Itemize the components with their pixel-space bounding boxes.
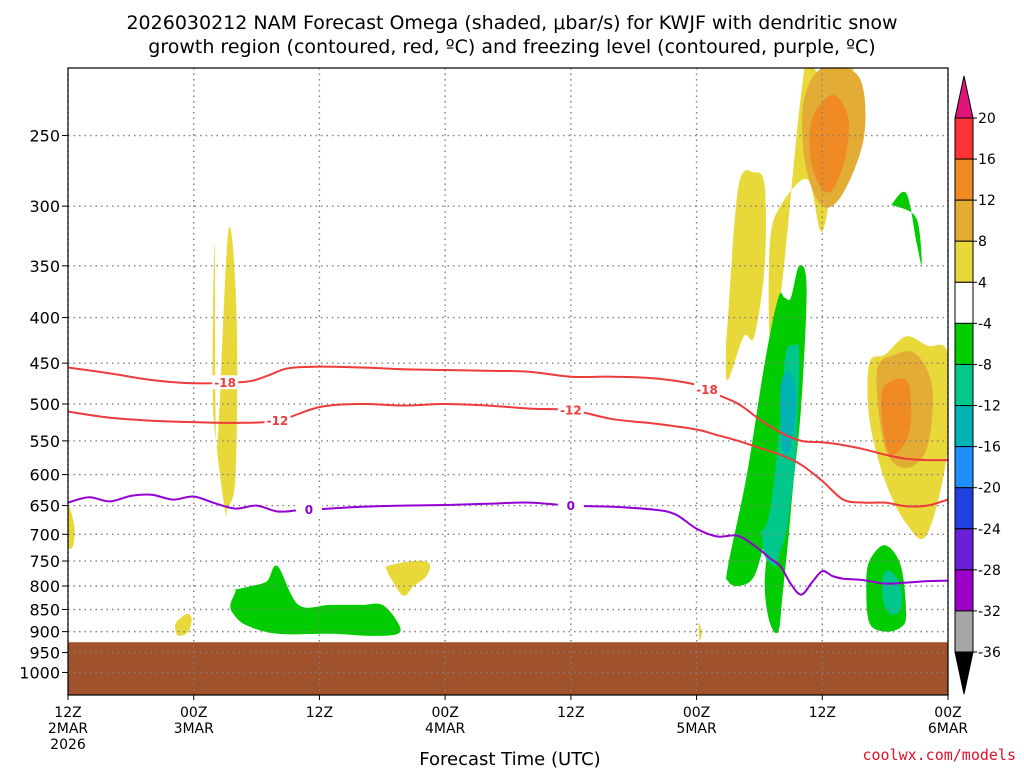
y-tick-label: 250 [29,127,60,146]
colorbar-label: 8 [978,234,987,250]
colorbar: 20 16 12 8 4 -4 -8 -12 -16 -20 -24 -28 -32 -36 [954,75,1001,695]
y-tick-label: 400 [29,309,60,328]
omega-region-5 [725,170,766,381]
colorbar-bin [954,363,974,407]
omega-region-17 [882,570,903,615]
x-axis-title: Forecast Time (UTC) [419,749,600,768]
y-tick-label: 800 [29,577,60,596]
y-tick-label: 900 [29,623,60,642]
contour-label-bg [557,498,584,513]
x-tick-label: 2026 [50,737,86,753]
colorbar-label: -28 [978,563,1001,579]
x-tick-label: 12Z [306,705,333,721]
colorbar-bottom-arrow [954,651,974,695]
y-tick-label: 1000 [19,663,60,682]
contour-label-bg [295,502,322,517]
colorbar-label: -36 [978,645,1001,661]
y-tick-label: 850 [29,600,60,619]
credit-text: coolwx.com/models [862,746,1016,764]
plot-frame [67,67,949,696]
x-tick-label: 6MAR [928,721,969,737]
y-tick-label: 750 [29,552,60,571]
x-tick-label: 00Z [683,705,710,721]
y-tick-label: 450 [29,354,60,373]
colorbar-label: -24 [978,522,1001,538]
contour-label: -12 [267,414,289,428]
x-tick-label: 12Z [54,705,81,721]
omega-region-10 [809,94,849,193]
contour-label-bg [264,413,291,428]
colorbar-bin [954,610,974,653]
x-tick-label: 00Z [934,705,961,721]
y-tick-label: 350 [29,257,60,276]
omega-region-4 [698,622,702,641]
contour-label: -12 [560,404,582,418]
colorbar-bin [954,487,974,530]
colorbar-bin [954,446,974,489]
colorbar-label: -12 [978,399,1001,415]
colorbar-bin [954,158,974,201]
contour-line-0 [68,365,948,462]
ground-fill [68,642,948,695]
colorbar-bin [954,569,974,612]
omega-region-0 [212,226,238,517]
x-tick-label: 12Z [557,705,584,721]
x-tick-label: 5MAR [676,721,717,737]
y-tick-label: 500 [29,395,60,414]
y-axis: 250 300 350 400 450 500 550 600 650 700 750 800 850 9… [19,127,68,682]
x-tick-label: 12Z [809,705,836,721]
colorbar-bin [954,528,974,571]
contour-label-bg [557,403,584,418]
x-tick-label: 00Z [431,705,458,721]
contour-label: -18 [214,376,236,390]
x-tick-label: 4MAR [425,721,466,737]
contour-label-bg [694,382,721,397]
omega-region-12 [229,565,401,636]
colorbar-label: -4 [978,316,992,332]
colorbar-label: 4 [978,275,987,291]
colorbar-label: 20 [978,111,996,127]
colorbar-bin [954,117,974,160]
colorbar-bin [954,405,974,448]
contour-label-bg [212,375,239,390]
colorbar-bin [954,281,974,324]
contour-label: 0 [567,499,575,513]
contour-label: -18 [696,383,718,397]
contour-line-1 [68,402,948,508]
y-tick-label: 300 [29,197,60,216]
y-tick-label: 550 [29,432,60,451]
colorbar-label: 16 [978,152,996,168]
colorbar-top-arrow [954,75,974,119]
y-tick-label: 650 [29,497,60,516]
x-tick-label: 00Z [180,705,207,721]
y-tick-label: 600 [29,466,60,485]
x-tick-label: 3MAR [174,721,215,737]
omega-region-14 [889,191,922,267]
contours: -18 -18 -12 -12 0 0 [68,365,948,596]
omega-shading [68,68,948,641]
x-tick-label: 2MAR [48,721,89,737]
contour-label: 0 [305,503,313,517]
colorbar-bin [954,240,974,283]
omega-region-3 [385,560,431,596]
y-tick-label: 700 [29,525,60,544]
colorbar-label: -16 [978,440,1001,456]
contour-line-2 [68,493,948,596]
grid [67,68,949,695]
chart-title-line: growth region (contoured, red, ºC) and f… [148,36,875,58]
colorbar-label: -8 [978,357,992,373]
chart-title-line: 2026030212 NAM Forecast Omega (shaded, μ… [126,12,897,34]
colorbar-label: -32 [978,604,1001,620]
colorbar-bin [954,199,974,242]
omega-region-11 [881,378,912,456]
omega-region-1 [68,505,75,549]
y-tick-label: 950 [29,644,60,663]
colorbar-label: 12 [978,193,996,209]
colorbar-label: -20 [978,481,1001,497]
colorbar-bin [954,322,974,365]
omega-region-2 [175,613,192,636]
